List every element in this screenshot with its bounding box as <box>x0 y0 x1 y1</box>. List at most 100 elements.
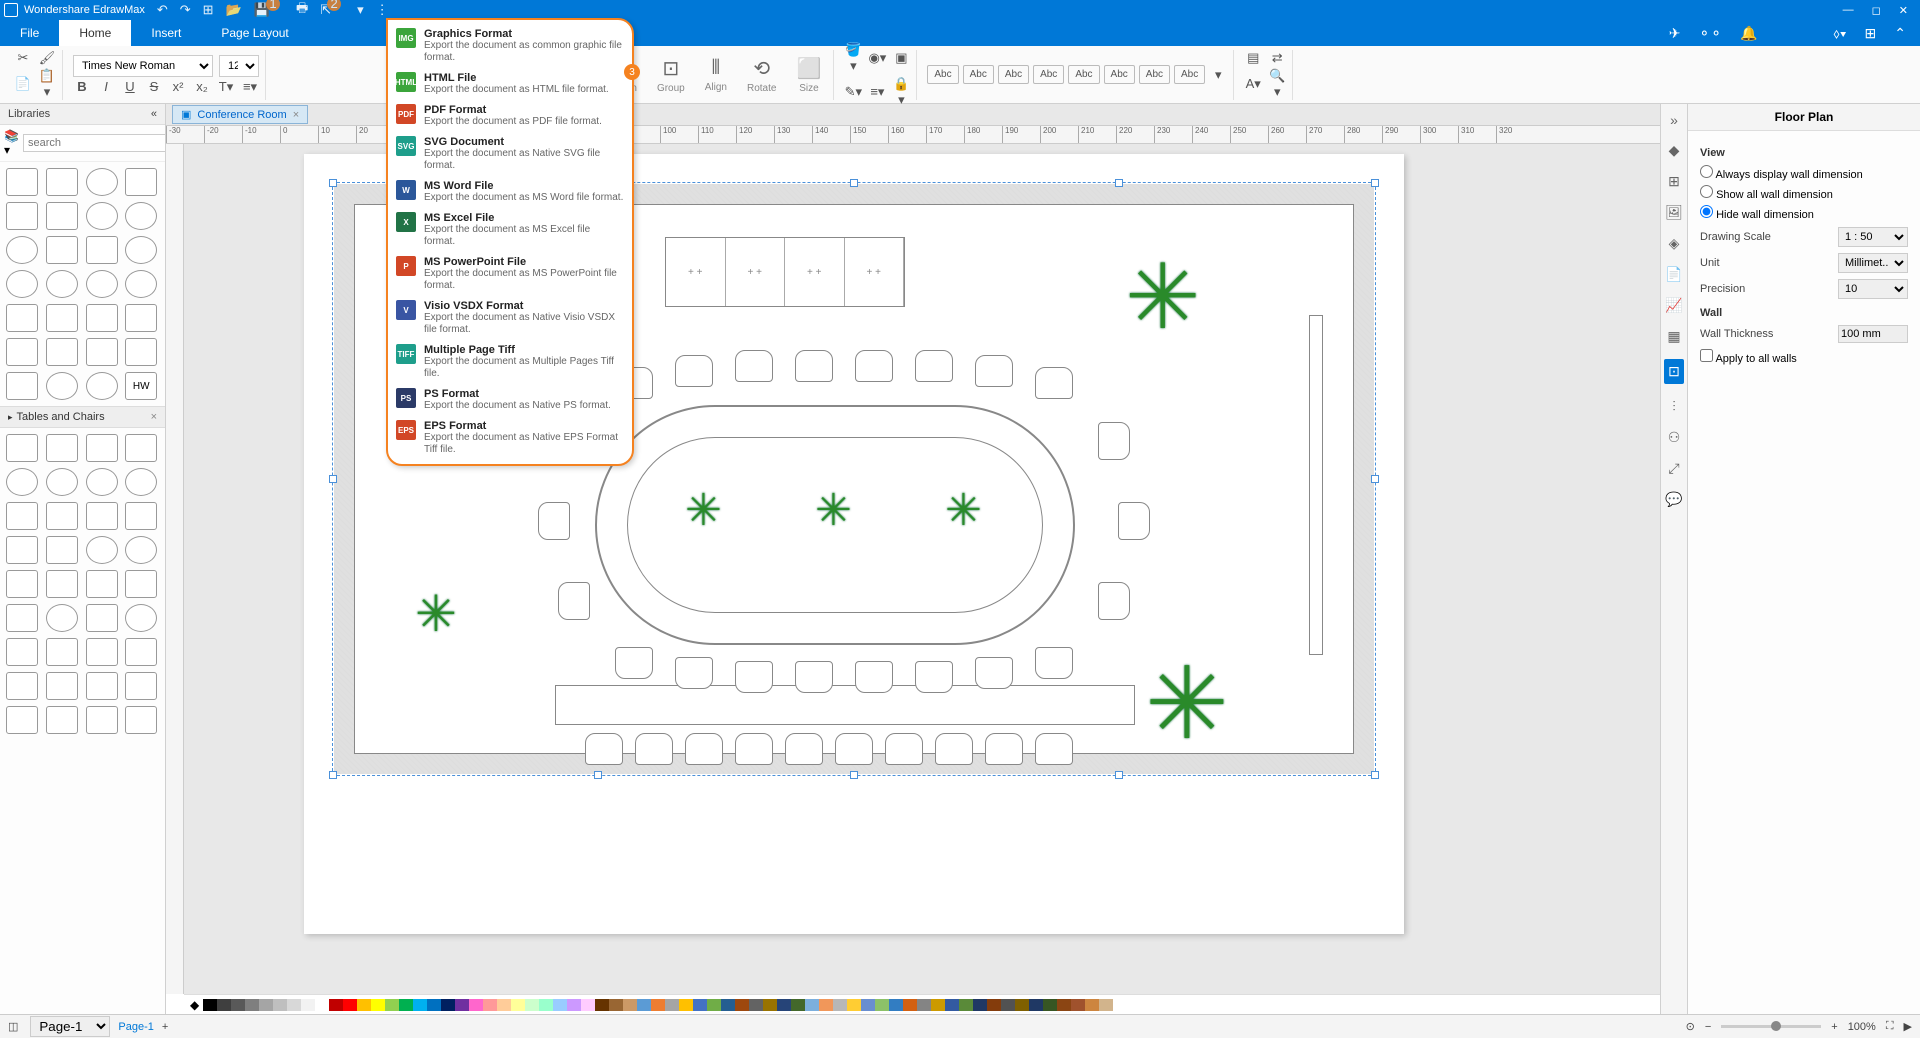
subscript-icon[interactable]: x₂ <box>193 79 211 94</box>
lib-shape[interactable] <box>46 270 78 298</box>
lib-shape[interactable] <box>46 672 78 700</box>
comment-tool-icon[interactable]: 💬 <box>1665 491 1682 508</box>
lib-shape[interactable] <box>6 202 38 230</box>
color-swatch[interactable] <box>469 999 483 1011</box>
lib-menu-icon[interactable]: 📚▾ <box>4 129 19 157</box>
presentation-icon[interactable]: ▶ <box>1904 1020 1912 1033</box>
color-swatch[interactable] <box>525 999 539 1011</box>
chair[interactable] <box>635 733 673 765</box>
color-swatch[interactable] <box>329 999 343 1011</box>
color-swatch[interactable] <box>1015 999 1029 1011</box>
lib-shape[interactable] <box>46 502 78 530</box>
lib-shape[interactable] <box>86 536 118 564</box>
color-swatch[interactable] <box>441 999 455 1011</box>
paste-icon[interactable]: 📋▾ <box>38 68 56 100</box>
font-color-icon[interactable]: A▾ <box>1244 76 1262 92</box>
color-swatch[interactable] <box>427 999 441 1011</box>
color-swatch[interactable] <box>553 999 567 1011</box>
color-swatch[interactable] <box>1057 999 1071 1011</box>
chair[interactable] <box>785 733 823 765</box>
color-swatch[interactable] <box>1043 999 1057 1011</box>
zoom-slider[interactable] <box>1721 1025 1821 1028</box>
radio-show-all-dim[interactable]: Show all wall dimension <box>1700 185 1908 201</box>
chair[interactable] <box>975 657 1013 689</box>
radio-hide-dim[interactable]: Hide wall dimension <box>1700 205 1908 221</box>
lib-shape[interactable] <box>86 202 118 230</box>
fullscreen-icon[interactable]: ⛶ <box>1886 1020 1894 1033</box>
zoom-in-icon[interactable]: + <box>1831 1021 1837 1033</box>
chair[interactable] <box>675 657 713 689</box>
lib-shape[interactable] <box>46 468 78 496</box>
sofa[interactable]: + ++ ++ ++ + <box>665 237 905 307</box>
color-swatch[interactable] <box>889 999 903 1011</box>
lib-shape[interactable] <box>46 706 78 734</box>
chair[interactable] <box>1035 367 1073 399</box>
color-swatch[interactable] <box>945 999 959 1011</box>
cut-icon[interactable]: ✂ <box>14 50 32 66</box>
style-preset[interactable]: Abc <box>963 65 994 84</box>
chair[interactable] <box>795 350 833 382</box>
plant[interactable]: ✳ <box>1145 645 1229 762</box>
lib-shape[interactable] <box>46 536 78 564</box>
lib-shape[interactable] <box>46 304 78 332</box>
redo-icon[interactable]: ↷ <box>180 2 191 18</box>
lib-shape[interactable] <box>46 604 78 632</box>
color-swatch[interactable] <box>259 999 273 1011</box>
lib-shape[interactable] <box>6 338 38 366</box>
zoom-to-fit-icon[interactable]: ⊙ <box>1686 1020 1695 1033</box>
color-swatch[interactable] <box>791 999 805 1011</box>
undo-icon[interactable]: ↶ <box>157 2 168 18</box>
color-swatch[interactable] <box>595 999 609 1011</box>
lib-shape[interactable] <box>125 570 157 598</box>
lib-shape[interactable] <box>125 468 157 496</box>
style-preset[interactable]: Abc <box>1139 65 1170 84</box>
export-menu-item[interactable]: W MS Word FileExport the document as MS … <box>388 176 632 208</box>
color-swatch[interactable] <box>931 999 945 1011</box>
tab-home[interactable]: Home <box>59 20 131 46</box>
lib-shape[interactable] <box>46 338 78 366</box>
layers-icon[interactable]: ▤ <box>1244 50 1262 66</box>
color-swatch[interactable] <box>497 999 511 1011</box>
lib-shape[interactable] <box>86 338 118 366</box>
lib-shape[interactable] <box>46 202 78 230</box>
save-icon[interactable]: 💾1 <box>254 2 284 18</box>
lib-shape[interactable] <box>6 604 38 632</box>
lib-shape[interactable] <box>125 434 157 462</box>
maximize-icon[interactable]: ◻ <box>1872 4 1881 17</box>
plant[interactable]: ✳ <box>945 485 982 536</box>
export-menu-item[interactable]: HTML HTML FileExport the document as HTM… <box>388 68 632 100</box>
color-swatch[interactable] <box>973 999 987 1011</box>
chair[interactable] <box>915 661 953 693</box>
color-swatch[interactable] <box>875 999 889 1011</box>
chair[interactable] <box>675 355 713 387</box>
export-menu-item[interactable]: TIFF Multiple Page TiffExport the docume… <box>388 340 632 384</box>
lib-shape[interactable] <box>125 304 157 332</box>
color-swatch[interactable] <box>343 999 357 1011</box>
color-swatch[interactable] <box>539 999 553 1011</box>
lib-shape[interactable] <box>6 434 38 462</box>
fill-tool-icon[interactable]: ◆ <box>1669 142 1680 159</box>
export-menu-item[interactable]: V Visio VSDX FormatExport the document a… <box>388 296 632 340</box>
style-preset[interactable]: Abc <box>1104 65 1135 84</box>
close-tab-icon[interactable]: × <box>293 109 299 121</box>
color-swatch[interactable] <box>1029 999 1043 1011</box>
color-swatch[interactable] <box>651 999 665 1011</box>
chair[interactable] <box>1035 733 1073 765</box>
palette-menu-icon[interactable]: ◆ <box>190 998 199 1012</box>
color-swatch[interactable] <box>455 999 469 1011</box>
color-swatch[interactable] <box>833 999 847 1011</box>
plant[interactable]: ✳ <box>415 585 457 643</box>
tab-file[interactable]: File <box>0 20 59 46</box>
plant[interactable]: ✳ <box>685 485 722 536</box>
lib-shape[interactable] <box>86 168 118 196</box>
new-icon[interactable]: ⊞ <box>203 2 214 18</box>
color-swatch[interactable] <box>1085 999 1099 1011</box>
lib-shape[interactable] <box>6 236 38 264</box>
tables-chairs-section[interactable]: Tables and Chairs× <box>0 406 165 428</box>
list-icon[interactable]: ≡▾ <box>241 79 259 95</box>
color-swatch[interactable] <box>371 999 385 1011</box>
chair[interactable] <box>985 733 1023 765</box>
color-swatch[interactable] <box>903 999 917 1011</box>
color-swatch[interactable] <box>231 999 245 1011</box>
projection-screen[interactable] <box>1309 315 1323 655</box>
